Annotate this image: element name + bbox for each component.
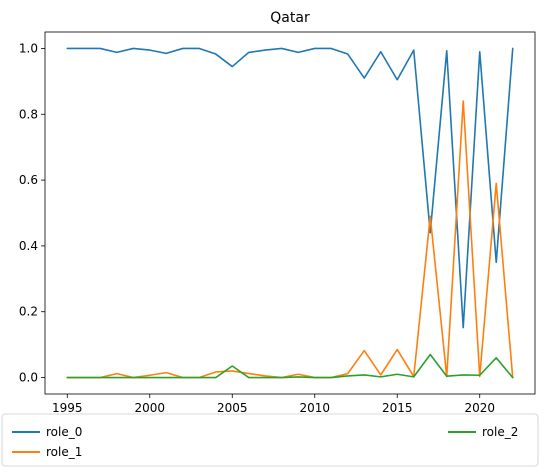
x-tick-label-2020: 2020: [464, 401, 495, 415]
x-tick-label-2000: 2000: [134, 401, 165, 415]
x-tick-label-1995: 1995: [52, 401, 83, 415]
series-line-role-1: [66, 100, 514, 379]
y-tick-label-2: 0.4: [19, 239, 38, 253]
y-tick-label-3: 0.6: [19, 173, 38, 187]
legend-label-role-2: role_2: [482, 425, 518, 439]
x-tick-label-2015: 2015: [382, 401, 413, 415]
plot-area: [45, 32, 535, 394]
series-layer: [66, 47, 514, 379]
y-tick-label-1: 0.2: [19, 305, 38, 319]
x-axis: 1995 2000 2005 2010 2015 2020: [52, 394, 495, 415]
chart-title: Qatar: [270, 10, 310, 26]
plot-frame: [44, 31, 536, 395]
y-tick-label-4: 0.8: [19, 107, 38, 121]
y-tick-label-5: 1.0: [19, 41, 38, 55]
series-line-role-0: [66, 47, 514, 329]
legend-label-role-1: role_1: [46, 445, 82, 459]
x-tick-label-2010: 2010: [299, 401, 330, 415]
legend: role_0 role_1 role_2: [1, 413, 539, 467]
legend-label-role-0: role_0: [46, 425, 82, 439]
series-line-role-2: [66, 353, 514, 379]
y-axis: 0.0 0.2 0.4 0.6 0.8 1.0: [19, 41, 45, 385]
x-tick-label-2005: 2005: [217, 401, 248, 415]
legend-box: [1, 413, 539, 467]
y-tick-label-0: 0.0: [19, 371, 38, 385]
